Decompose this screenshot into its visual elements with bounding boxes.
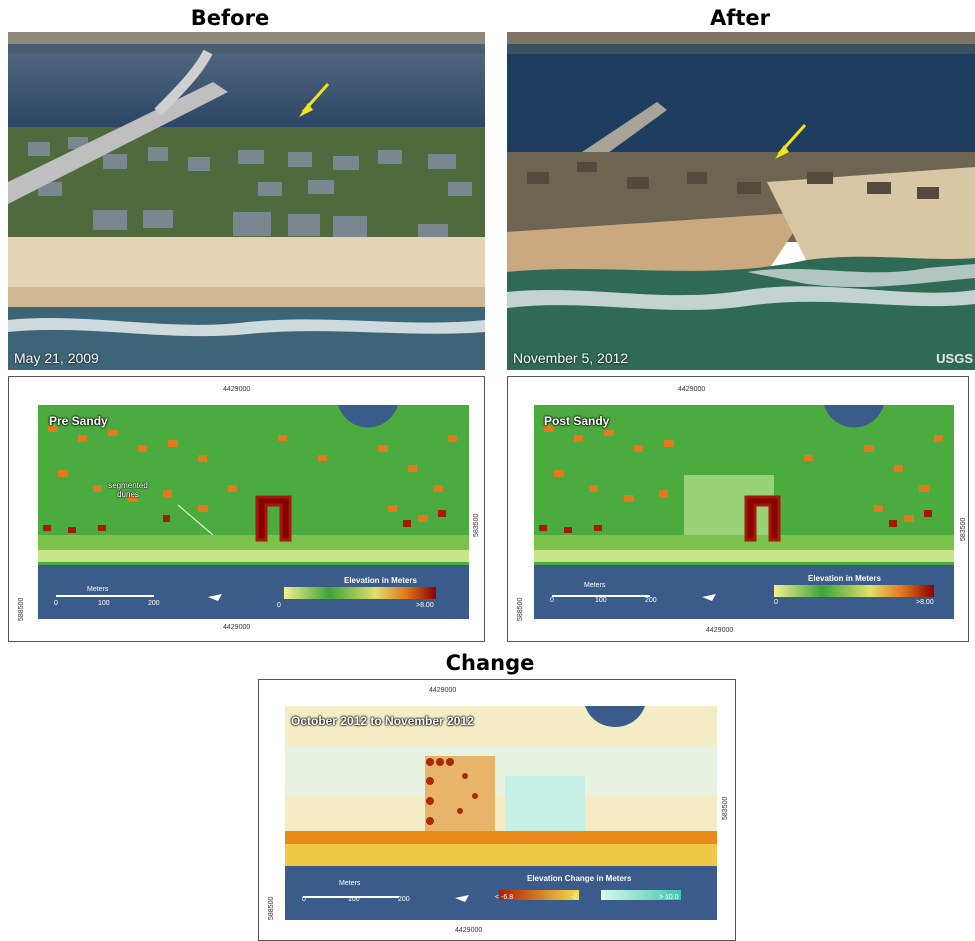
- post-coord-right: 583500: [960, 517, 967, 541]
- pre-coord-top: 4429000: [223, 386, 251, 393]
- change-legend-pos-max: > 10.0: [659, 894, 679, 901]
- change-scale-0: 0: [302, 896, 306, 903]
- post-scale-200: 200: [645, 597, 657, 604]
- pre-sandy-map-frame: 4429000 4429000 588500 583500: [8, 376, 485, 642]
- change-scale-200: 200: [398, 896, 410, 903]
- post-scale-0: 0: [550, 597, 554, 604]
- pre-legend-max: >8.00: [416, 602, 434, 609]
- before-photo-date: May 21, 2009: [14, 350, 99, 366]
- post-legend-min: 0: [774, 599, 778, 606]
- change-coord-right: 583500: [722, 796, 729, 820]
- post-legend-title: Elevation in Meters: [808, 574, 881, 583]
- before-title: Before: [190, 6, 270, 30]
- pre-legend-title: Elevation in Meters: [344, 576, 417, 585]
- post-legend-max: >8.00: [916, 599, 934, 606]
- pre-coord-left: 588500: [18, 597, 25, 621]
- change-scale-title: Meters: [339, 880, 361, 887]
- after-title: After: [709, 6, 771, 30]
- change-coord-top: 4429000: [429, 687, 457, 694]
- pre-legend-min: 0: [277, 602, 281, 609]
- post-sandy-elevation-map: [534, 405, 954, 619]
- post-scale-100: 100: [595, 597, 607, 604]
- pre-sandy-label: Pre Sandy: [49, 414, 108, 428]
- change-legend-pos-min: 2: [601, 894, 605, 901]
- change-legend-neg-max: -2: [571, 894, 578, 901]
- pre-scale-100: 100: [98, 600, 110, 607]
- usgs-logo: USGS: [936, 351, 973, 366]
- pre-scale-title: Meters: [87, 586, 109, 593]
- change-title: Change: [445, 651, 535, 675]
- change-legend-neg-min: < -6.8: [495, 894, 514, 901]
- pre-sandy-elevation-map: [38, 405, 469, 619]
- change-period-label: October 2012 to November 2012: [291, 714, 474, 728]
- post-sandy-map-frame: 4429000 4429000 588500 583500: [507, 376, 969, 642]
- pre-scale-0: 0: [54, 600, 58, 607]
- change-scale-100: 100: [348, 896, 360, 903]
- after-photo-date: November 5, 2012: [513, 350, 629, 366]
- after-photo: November 5, 2012 USGS: [507, 32, 975, 370]
- post-coord-top: 4429000: [678, 386, 706, 393]
- post-sandy-label: Post Sandy: [544, 414, 610, 428]
- post-coord-bottom: 4429000: [706, 627, 734, 634]
- change-coord-bottom: 4429000: [455, 927, 483, 934]
- post-scale-title: Meters: [584, 582, 606, 589]
- annot-line1: segmented: [108, 481, 148, 490]
- post-coord-left: 588500: [517, 597, 524, 621]
- pre-scale-200: 200: [148, 600, 160, 607]
- change-coord-left: 588500: [268, 896, 275, 920]
- change-elevation-map: [285, 706, 717, 920]
- change-map-frame: 4429000 4429000 588500 583500 Octo: [258, 679, 736, 941]
- annot-line2: dunes: [117, 490, 139, 499]
- before-photo: May 21, 2009: [8, 32, 485, 370]
- change-legend-title: Elevation Change in Meters: [527, 874, 632, 883]
- segmented-dunes-annotation: segmented dunes: [99, 481, 157, 499]
- pre-coord-right: 583500: [473, 513, 480, 537]
- pre-coord-bottom: 4429000: [223, 624, 251, 631]
